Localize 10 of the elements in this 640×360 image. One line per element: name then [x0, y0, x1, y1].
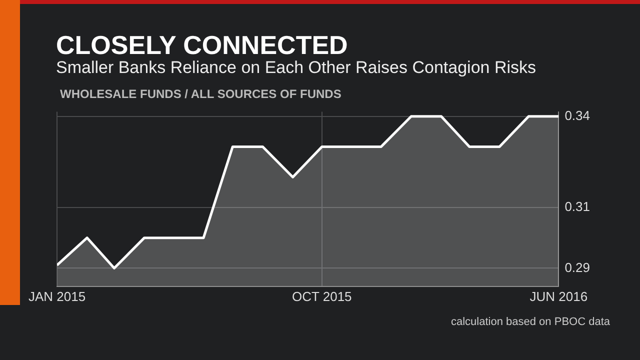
- x-tick-label: OCT 2015: [292, 288, 352, 304]
- x-tick-label: JAN 2015: [28, 288, 86, 304]
- y-tick-label: 0.34: [564, 108, 590, 123]
- y-tick-label: 0.31: [564, 199, 590, 214]
- text: calculation based on PBOC data: [451, 316, 610, 328]
- y-tick-label: 0.29: [564, 260, 590, 275]
- chart-title: CLOSELY CONNECTED: [56, 30, 348, 60]
- x-tick-label: JUN 2016: [530, 288, 588, 304]
- chart-subtitle: Smaller Banks Reliance on Each Other Raises Contagion Risks: [56, 58, 536, 78]
- y-axis-title: WHOLESALE FUNDS / ALL SOURCES OF FUNDS: [60, 87, 342, 101]
